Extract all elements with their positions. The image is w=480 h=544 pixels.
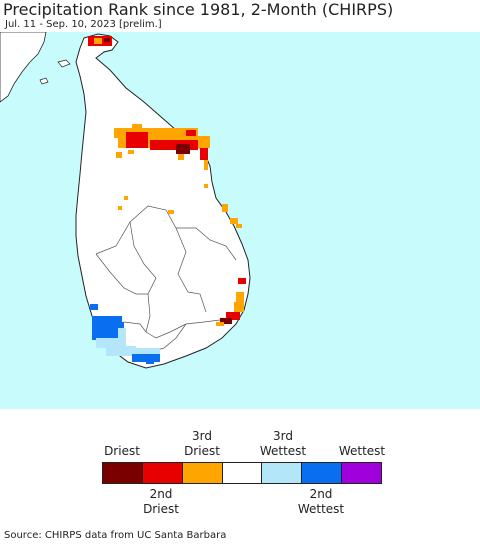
sri-lanka-landmass	[75, 33, 251, 369]
legend-swatch-normal	[222, 463, 263, 483]
map-panel	[0, 32, 480, 409]
legend-swatch-driest	[103, 463, 143, 483]
legend-label-2nd-driest: 2nd Driest	[143, 487, 179, 516]
island	[57, 59, 71, 68]
india-coastline	[0, 32, 47, 103]
legend-color-bar	[102, 462, 382, 484]
legend-label-driest: Driest	[104, 444, 140, 458]
legend-swatch-2nd-driest	[142, 463, 183, 483]
rank-pixels-wet	[90, 304, 160, 364]
legend-label-wettest: Wettest	[338, 444, 386, 458]
map-subtitle: Jul. 11 - Sep. 10, 2023 [prelim.]	[5, 19, 162, 30]
legend-swatch-wettest	[342, 463, 382, 483]
legend-swatch-3rd-wettest	[262, 463, 303, 483]
legend-label-3rd-driest: 3rd Driest	[184, 429, 220, 458]
map-title: Precipitation Rank since 1981, 2-Month (…	[3, 0, 394, 19]
legend-label-3rd-wettest: 3rd Wettest	[259, 429, 307, 458]
legend-swatch-2nd-wettest	[302, 463, 343, 483]
legend-swatch-3rd-driest	[182, 463, 223, 483]
island	[39, 77, 49, 85]
province-boundaries	[95, 205, 237, 353]
source-credit: Source: CHIRPS data from UC Santa Barbar…	[4, 530, 227, 541]
legend-label-2nd-wettest: 2nd Wettest	[297, 487, 345, 516]
sri-lanka-map	[0, 32, 251, 369]
rank-pixels-dry	[88, 36, 246, 326]
